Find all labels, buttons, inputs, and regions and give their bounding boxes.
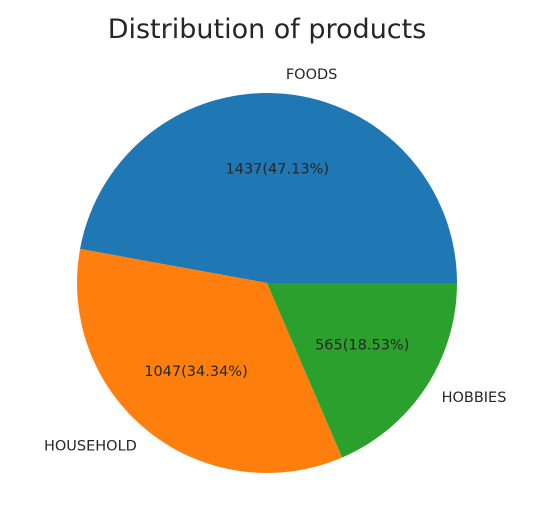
- pie-value-label-foods: 1437(47.13%): [226, 161, 330, 177]
- pie-value-label-household: 1047(34.34%): [144, 364, 248, 380]
- pie-category-label-household: HOUSEHOLD: [44, 439, 137, 455]
- pie-value-label-hobbies: 565(18.53%): [315, 338, 409, 354]
- pie-category-label-foods: FOODS: [286, 67, 338, 83]
- chart-title: Distribution of products: [108, 14, 427, 45]
- pie-category-label-hobbies: HOBBIES: [442, 390, 507, 406]
- pie-slices: [77, 93, 457, 473]
- pie-slice-foods: [80, 93, 457, 283]
